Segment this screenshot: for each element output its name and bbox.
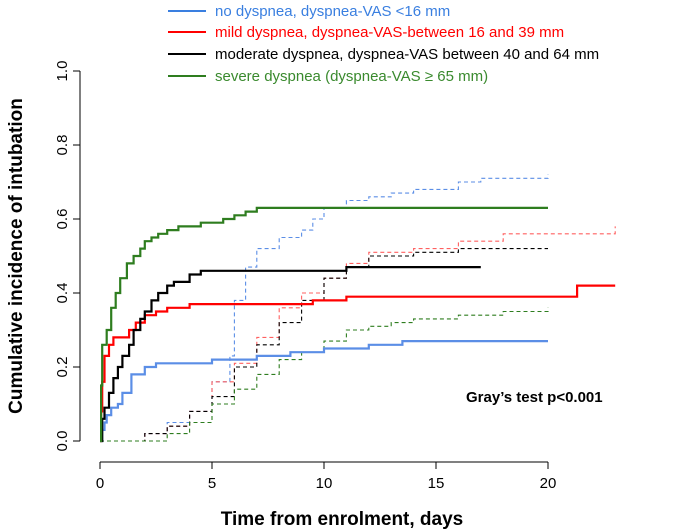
x-tick-label: 15 <box>428 475 445 492</box>
x-tick-label: 20 <box>540 475 557 492</box>
series-line-no-dyspnea-dyspnea-vas-16-mm <box>100 340 548 443</box>
legend-label: severe dyspnea (dyspnea-VAS ≥ 65 mm) <box>215 68 488 85</box>
y-tick-label: 0.2 <box>54 357 71 378</box>
series-line-severe-dyspnea-dashed <box>100 307 549 442</box>
y-tick-label: 0.6 <box>54 209 71 230</box>
y-tick-label: 0.0 <box>54 431 71 452</box>
y-axis-label: Cumulative incidence of intubation <box>6 98 27 414</box>
series-line-mild-dyspnea-dashed <box>100 226 616 442</box>
series-line-severe-dyspnea-dyspnea-vas-65-mm <box>100 206 548 443</box>
y-tick-label: 1.0 <box>54 61 71 82</box>
series-group <box>100 174 616 443</box>
x-tick-label: 5 <box>208 475 216 492</box>
x-tick-label: 0 <box>96 475 104 492</box>
grays-test-annotation: Gray’s test p<0.001 <box>466 389 603 406</box>
legend-label: moderate dyspnea, dyspnea-VAS between 40… <box>215 46 599 63</box>
y-tick-label: 0.8 <box>54 135 71 156</box>
axes: 0.0 0.2 0.4 0.6 0.8 1.0 0 5 10 15 20 <box>54 61 556 492</box>
x-tick-label: 10 <box>316 475 333 492</box>
x-axis-label: Time from enrolment, days <box>221 509 464 530</box>
legend-label: mild dyspnea, dyspnea-VAS-between 16 and… <box>215 24 564 41</box>
legend: no dyspnea, dyspnea-VAS <16 mm mild dyspn… <box>168 3 599 85</box>
series-line-moderate-dyspnea-dashed <box>100 248 548 442</box>
y-tick-label: 0.4 <box>54 283 71 304</box>
legend-label: no dyspnea, dyspnea-VAS <16 mm <box>215 3 450 20</box>
series-line-moderate-dyspnea-dyspnea-vas-between-40-and-64-mm <box>100 266 481 443</box>
